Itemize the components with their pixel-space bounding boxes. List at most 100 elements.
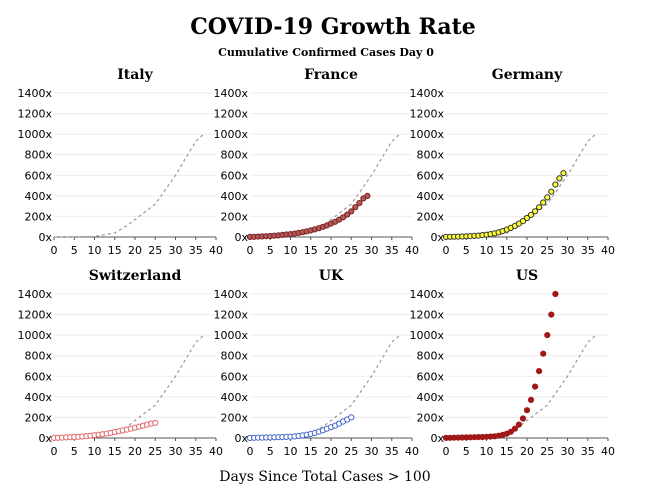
y-tick-label: 1400x [409,288,444,301]
x-tick-label: 0 [247,244,254,257]
data-point-germany [560,170,567,177]
y-tick-label: 400x [24,391,52,404]
data-point-us [527,396,535,403]
x-tick-label: 30 [365,244,379,257]
x-tick-label: 30 [561,244,575,257]
x-tick-label: 15 [108,244,122,257]
panel-title-switzerland: Switzerland [89,268,182,284]
y-tick-label: 400x [416,190,444,203]
x-tick-label: 20 [128,445,142,458]
x-tick-label: 25 [344,445,358,458]
x-tick-label: 30 [169,244,183,257]
y-tick-label: 600x [220,370,248,383]
y-tick-label: 1200x [409,108,444,121]
data-point-france [348,208,355,215]
x-tick-label: 20 [520,244,534,257]
x-tick-label: 0 [51,244,58,257]
y-tick-label: 1400x [213,288,248,301]
x-tick-label: 15 [500,244,514,257]
panel-title-italy: Italy [117,67,153,83]
x-tick-label: 15 [304,445,318,458]
x-tick-label: 10 [480,445,494,458]
y-tick-label: 0x [234,432,248,445]
data-point-us [536,368,543,375]
x-tick-label: 10 [284,445,298,458]
y-tick-label: 400x [24,190,52,203]
y-tick-label: 400x [220,190,248,203]
y-tick-label: 400x [416,391,444,404]
data-point-germany [544,194,551,201]
x-tick-label: 20 [324,244,338,257]
panel-title-germany: Germany [492,67,563,83]
data-point-germany [548,188,555,195]
y-tick-label: 600x [416,169,444,182]
data-point-us [507,428,514,435]
y-tick-label: 1000x [17,128,52,141]
data-point-us [540,350,547,357]
data-point-germany [552,181,559,188]
x-tick-label: 25 [540,244,554,257]
x-tick-label: 5 [71,445,78,458]
panel-title-us: US [516,268,538,284]
y-tick-label: 600x [220,169,248,182]
x-tick-label: 20 [128,244,142,257]
reference-line [249,334,401,439]
x-tick-label: 10 [480,244,494,257]
panel-us: US 0x 200x 400x 600x 800x 1000x 1200x 1400x 0 5 10 1… [409,268,615,458]
x-tick-label: 40 [405,445,419,458]
panel-title-uk: UK [319,268,344,284]
y-tick-label: 800x [416,149,444,162]
data-point-germany [532,208,539,215]
reference-line [53,334,205,439]
y-tick-label: 800x [220,350,248,363]
panel-italy: Italy 0x 200x 400x 600x 800x 1000x 1200x 1400x 0 5… [17,67,223,257]
x-tick-label: 15 [500,445,514,458]
x-tick-label: 35 [385,445,399,458]
data-point-us [532,383,539,390]
y-tick-label: 1200x [213,108,248,121]
chart-title: COVID-19 Growth Rate [190,14,476,40]
x-tick-label: 40 [209,445,223,458]
data-point-germany [556,175,563,182]
x-tick-label: 0 [247,445,254,458]
data-point-france [356,200,363,207]
panel-switzerland: Switzerland 0x 200x 400x 600x 800x 1000x 1200x 1… [17,268,223,458]
x-tick-label: 25 [344,244,358,257]
x-tick-label: 30 [561,445,575,458]
x-tick-label: 35 [385,244,399,257]
data-point-germany [519,218,527,225]
y-tick-label: 200x [220,411,248,424]
y-tick-label: 200x [220,210,248,223]
y-tick-label: 1400x [17,288,52,301]
x-tick-label: 5 [463,244,470,257]
y-tick-label: 0x [38,432,52,445]
y-tick-label: 800x [416,350,444,363]
y-tick-label: 0x [234,231,248,244]
data-point-uk [348,414,355,421]
y-tick-label: 1200x [409,309,444,322]
x-tick-label: 30 [169,445,183,458]
x-tick-label: 25 [148,244,162,257]
y-tick-label: 200x [24,210,52,223]
y-tick-label: 800x [24,350,52,363]
x-tick-label: 40 [601,244,615,257]
y-tick-label: 1200x [17,108,52,121]
y-tick-label: 200x [24,411,52,424]
data-point-germany [536,204,543,211]
reference-line [249,133,401,238]
y-tick-label: 600x [24,169,52,182]
y-tick-label: 0x [38,231,52,244]
x-tick-label: 10 [88,445,102,458]
y-tick-label: 0x [430,432,444,445]
data-point-france [352,204,359,211]
x-tick-label: 30 [365,445,379,458]
data-point-us [515,421,523,428]
panel-germany: Germany 0x 200x 400x 600x 800x 1000x 1200x 1400x… [409,67,615,257]
x-tick-label: 35 [189,244,203,257]
x-tick-label: 25 [148,445,162,458]
x-tick-label: 10 [284,244,298,257]
panel-france: France 0x 200x 400x 600x 800x 1000x 1200x 1400x 0… [213,67,419,257]
x-tick-label: 5 [267,445,274,458]
chart-subtitle: Cumulative Confirmed Cases Day 0 [218,46,434,59]
